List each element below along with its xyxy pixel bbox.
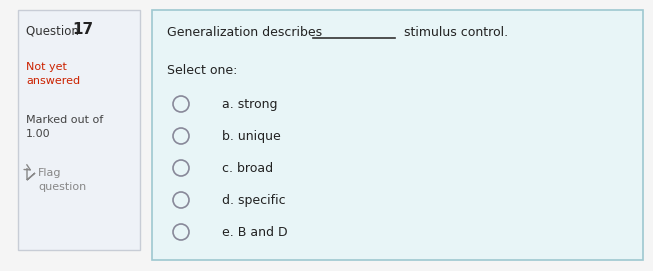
Text: b. unique: b. unique <box>222 130 281 143</box>
Text: Generalization describes: Generalization describes <box>167 26 326 39</box>
Circle shape <box>173 128 189 144</box>
Circle shape <box>173 224 189 240</box>
Text: c. broad: c. broad <box>222 162 273 175</box>
Text: Not yet
answered: Not yet answered <box>26 62 80 86</box>
Circle shape <box>173 192 189 208</box>
Circle shape <box>173 96 189 112</box>
Text: 17: 17 <box>72 22 93 37</box>
Text: Select one:: Select one: <box>167 64 238 77</box>
Text: a. strong: a. strong <box>222 98 278 111</box>
Text: Flag
question: Flag question <box>38 168 86 192</box>
Text: Marked out of
1.00: Marked out of 1.00 <box>26 115 103 139</box>
Text: e. B and D: e. B and D <box>222 226 287 239</box>
Text: stimulus control.: stimulus control. <box>400 26 508 39</box>
FancyBboxPatch shape <box>152 10 643 260</box>
FancyBboxPatch shape <box>18 10 140 250</box>
Text: Question: Question <box>26 24 83 37</box>
Text: d. specific: d. specific <box>222 194 285 207</box>
Circle shape <box>173 160 189 176</box>
